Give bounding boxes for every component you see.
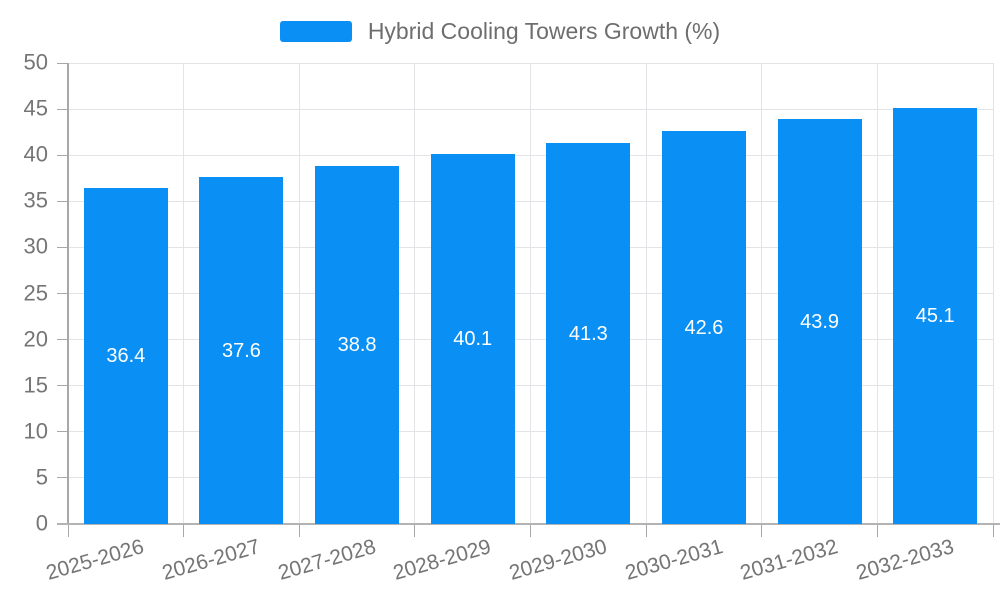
x-gridline bbox=[645, 63, 647, 524]
y-axis-label: 40 bbox=[23, 141, 48, 167]
x-axis-label: 2031-2032 bbox=[737, 535, 841, 585]
x-axis-label: 2025-2026 bbox=[43, 535, 147, 585]
y-axis-label: 20 bbox=[23, 326, 48, 352]
x-gridline bbox=[761, 63, 763, 524]
y-axis-label: 45 bbox=[23, 95, 48, 121]
x-axis-tick bbox=[183, 524, 185, 537]
x-gridline bbox=[992, 63, 994, 524]
bar[interactable]: 45.1 bbox=[893, 108, 978, 524]
y-axis-label: 0 bbox=[35, 510, 48, 536]
y-axis-tick bbox=[57, 108, 68, 110]
x-axis-tick bbox=[414, 524, 416, 537]
y-axis-tick bbox=[57, 431, 68, 433]
x-axis-label: 2026-2027 bbox=[159, 535, 263, 585]
x-axis-tick bbox=[298, 524, 300, 537]
y-axis-tick bbox=[57, 246, 68, 248]
x-axis-tick bbox=[645, 524, 647, 537]
y-axis-label: 35 bbox=[23, 187, 48, 213]
x-gridline bbox=[414, 63, 416, 524]
x-gridline bbox=[876, 63, 878, 524]
bar[interactable]: 37.6 bbox=[199, 177, 284, 524]
bar[interactable]: 36.4 bbox=[83, 188, 168, 524]
bar[interactable]: 38.8 bbox=[315, 166, 400, 524]
bar-value-label: 42.6 bbox=[684, 316, 724, 339]
y-axis-tick bbox=[57, 385, 68, 387]
bar[interactable]: 42.6 bbox=[661, 131, 746, 524]
x-gridline bbox=[183, 63, 185, 524]
bar-value-label: 43.9 bbox=[800, 310, 840, 333]
bar[interactable]: 41.3 bbox=[546, 143, 631, 524]
y-axis-label: 50 bbox=[23, 49, 48, 75]
bar-value-label: 36.4 bbox=[106, 345, 146, 368]
y-axis-tick bbox=[57, 339, 68, 341]
x-axis-label: 2032-2033 bbox=[853, 535, 957, 585]
bar-value-label: 38.8 bbox=[337, 334, 377, 357]
x-axis-tick bbox=[67, 524, 69, 537]
y-axis-label: 15 bbox=[23, 372, 48, 398]
y-axis-tick bbox=[57, 62, 68, 64]
x-gridline bbox=[530, 63, 531, 524]
x-axis-tick bbox=[992, 524, 994, 537]
x-axis-label: 2030-2031 bbox=[622, 535, 726, 585]
bar-value-label: 37.6 bbox=[221, 339, 261, 362]
y-axis-tick bbox=[57, 477, 68, 479]
y-axis-tick bbox=[57, 293, 68, 294]
x-axis-label: 2029-2030 bbox=[506, 535, 610, 585]
y-axis-tick bbox=[57, 154, 68, 156]
x-axis-tick bbox=[761, 524, 763, 537]
y-axis-line bbox=[67, 63, 69, 524]
bar-value-label: 40.1 bbox=[453, 328, 493, 351]
x-axis-label: 2027-2028 bbox=[275, 535, 379, 585]
y-axis-label: 5 bbox=[35, 464, 48, 490]
x-axis-label: 2028-2029 bbox=[390, 535, 494, 585]
x-gridline bbox=[298, 63, 300, 524]
x-axis-tick bbox=[876, 524, 878, 537]
bar-value-label: 45.1 bbox=[915, 305, 955, 328]
y-axis-label: 10 bbox=[23, 418, 48, 444]
legend[interactable]: Hybrid Cooling Towers Growth (%) bbox=[0, 20, 1000, 43]
x-axis-tick bbox=[530, 524, 531, 537]
bar-value-label: 41.3 bbox=[568, 322, 608, 345]
y-axis-label: 25 bbox=[23, 280, 48, 306]
x-axis-line bbox=[57, 523, 1000, 525]
legend-swatch[interactable] bbox=[279, 21, 352, 42]
y-axis-tick bbox=[57, 200, 68, 202]
bar[interactable]: 43.9 bbox=[777, 119, 862, 524]
legend-label[interactable]: Hybrid Cooling Towers Growth (%) bbox=[367, 18, 721, 44]
bar[interactable]: 40.1 bbox=[430, 154, 515, 524]
y-axis-label: 30 bbox=[23, 233, 48, 259]
